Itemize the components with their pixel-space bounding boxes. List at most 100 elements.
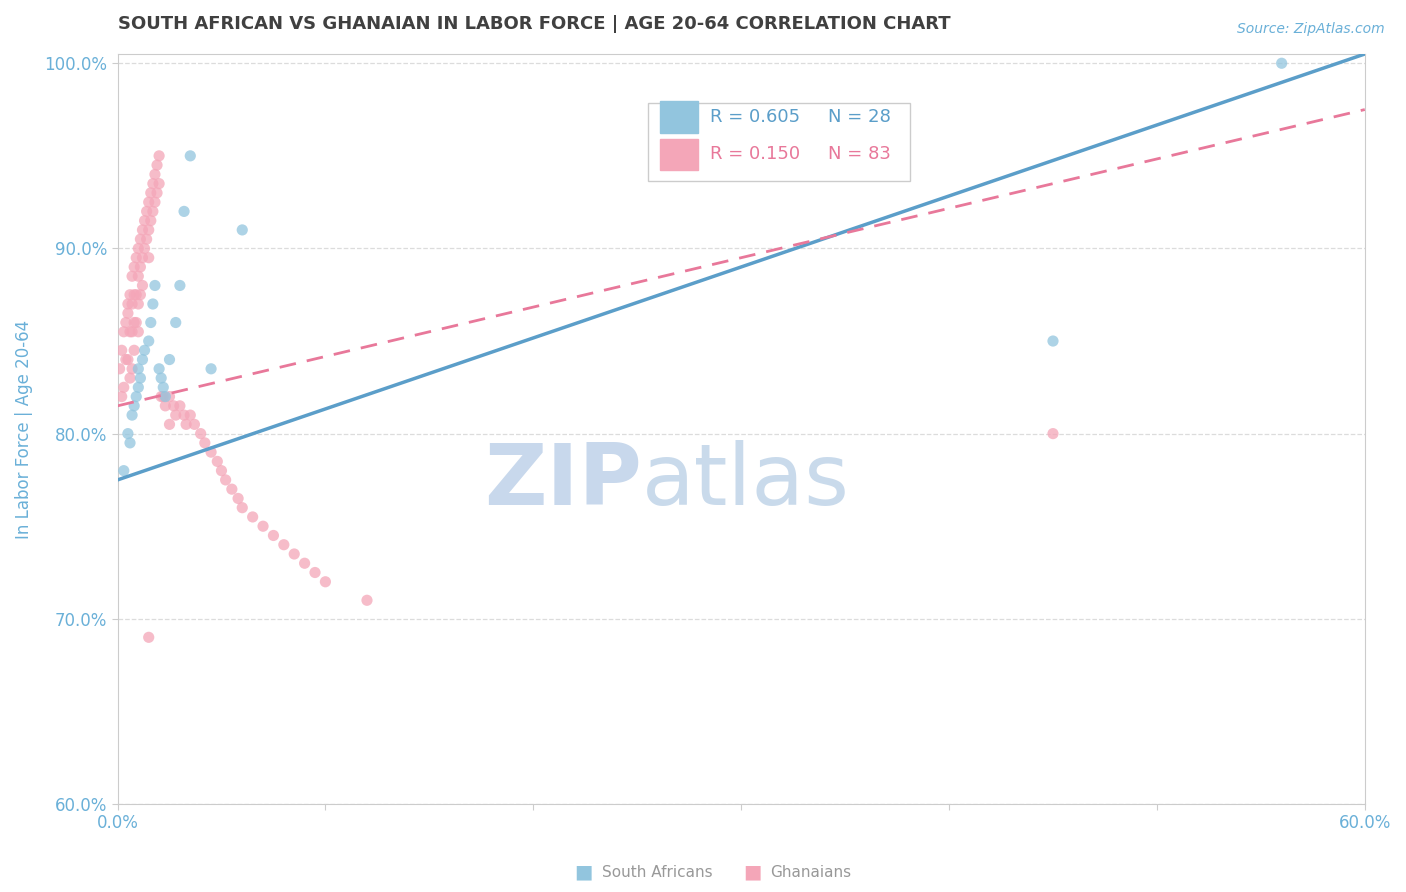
Point xyxy=(190,426,212,441)
Text: N = 83: N = 83 xyxy=(828,145,891,163)
Point xyxy=(173,204,195,219)
Point xyxy=(152,380,174,394)
Point xyxy=(127,297,149,311)
Point xyxy=(169,278,191,293)
Point xyxy=(173,408,195,422)
Point xyxy=(142,204,165,219)
Point xyxy=(150,371,173,385)
Point xyxy=(108,361,131,376)
Point xyxy=(127,242,149,256)
Point xyxy=(118,287,141,301)
Point xyxy=(139,213,162,227)
Point xyxy=(112,380,135,394)
Point xyxy=(221,482,243,496)
Point xyxy=(135,204,157,219)
Point xyxy=(1042,334,1064,348)
Point xyxy=(122,287,145,301)
Point xyxy=(122,399,145,413)
Point xyxy=(121,408,143,422)
Point xyxy=(138,251,160,265)
Point xyxy=(159,390,181,404)
Point xyxy=(155,399,177,413)
Point xyxy=(115,352,138,367)
Point xyxy=(148,361,170,376)
Point xyxy=(111,390,134,404)
Point xyxy=(131,352,153,367)
Point xyxy=(143,167,166,181)
Point xyxy=(148,177,170,191)
Point xyxy=(127,325,149,339)
Point xyxy=(117,352,139,367)
Text: R = 0.150: R = 0.150 xyxy=(710,145,800,163)
Point xyxy=(118,325,141,339)
Point xyxy=(134,213,156,227)
Bar xyxy=(659,139,697,170)
Point xyxy=(117,297,139,311)
Point xyxy=(131,251,153,265)
Text: ■: ■ xyxy=(574,863,593,882)
Point xyxy=(150,390,173,404)
Text: ZIP: ZIP xyxy=(484,440,641,523)
Point xyxy=(142,177,165,191)
FancyBboxPatch shape xyxy=(648,103,910,181)
Point xyxy=(139,186,162,200)
Point xyxy=(142,297,165,311)
Point xyxy=(273,538,295,552)
Point xyxy=(146,158,169,172)
Point xyxy=(143,195,166,210)
Point xyxy=(117,426,139,441)
Text: R = 0.605: R = 0.605 xyxy=(710,108,800,126)
Point xyxy=(207,454,229,468)
Point xyxy=(122,343,145,358)
Point xyxy=(112,464,135,478)
Point xyxy=(112,325,135,339)
Point xyxy=(165,316,187,330)
Point xyxy=(115,316,138,330)
Point xyxy=(148,149,170,163)
Point xyxy=(152,390,174,404)
Point xyxy=(118,371,141,385)
Point xyxy=(242,510,264,524)
Point xyxy=(138,223,160,237)
Text: South Africans: South Africans xyxy=(602,865,713,880)
Point xyxy=(159,417,181,432)
Point xyxy=(125,251,148,265)
Point xyxy=(125,287,148,301)
Point xyxy=(155,390,177,404)
Point xyxy=(159,352,181,367)
Point xyxy=(294,556,316,570)
Point xyxy=(1271,56,1294,70)
Point xyxy=(135,232,157,246)
Point xyxy=(174,417,197,432)
Point xyxy=(165,408,187,422)
Point xyxy=(143,278,166,293)
Point xyxy=(138,630,160,644)
Point xyxy=(179,149,201,163)
Point xyxy=(226,491,249,506)
Point xyxy=(252,519,274,533)
Point xyxy=(262,528,284,542)
Point xyxy=(200,361,222,376)
Point xyxy=(134,343,156,358)
Point xyxy=(117,306,139,320)
Point xyxy=(1042,426,1064,441)
Point xyxy=(121,297,143,311)
Point xyxy=(111,343,134,358)
Point xyxy=(138,334,160,348)
Point xyxy=(118,436,141,450)
Point xyxy=(169,399,191,413)
Text: N = 28: N = 28 xyxy=(828,108,891,126)
Point xyxy=(127,361,149,376)
Point xyxy=(146,186,169,200)
Point xyxy=(129,260,152,274)
Point xyxy=(183,417,205,432)
Text: ■: ■ xyxy=(742,863,762,882)
Text: atlas: atlas xyxy=(641,440,849,523)
Point xyxy=(231,223,253,237)
Point xyxy=(356,593,378,607)
Bar xyxy=(659,102,697,133)
Point xyxy=(121,269,143,284)
Point xyxy=(200,445,222,459)
Y-axis label: In Labor Force | Age 20-64: In Labor Force | Age 20-64 xyxy=(15,319,32,539)
Point xyxy=(121,325,143,339)
